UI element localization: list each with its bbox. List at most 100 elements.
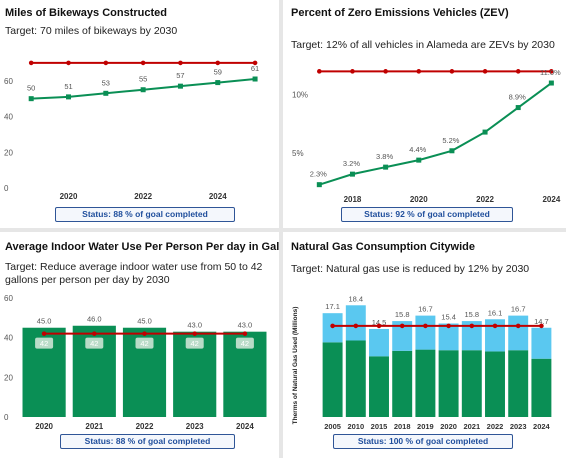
bikeways-data-point: [177, 83, 183, 89]
natural-gas-status-badge: Status: 100 % of goal completed: [333, 434, 513, 449]
natural-gas-panel: Natural Gas Consumption Citywide Target:…: [283, 232, 566, 458]
water-target-label-bg: [35, 337, 54, 349]
zev-data-point: [548, 80, 554, 86]
natural-gas-xtick-label: 2020: [440, 422, 457, 431]
natural-gas-bar-lower: [438, 350, 459, 417]
water-panel: Average Indoor Water Use Per Person Per …: [0, 232, 279, 458]
zev-ytick-label: 10%: [292, 91, 308, 100]
water-data-label: 45.0: [37, 317, 52, 326]
zev-target-marker: [549, 69, 554, 74]
zev-xtick-label: 2018: [344, 195, 362, 204]
zev-panel: Percent of Zero Emissions Vehicles (ZEV)…: [283, 0, 566, 228]
bikeways-target-marker: [103, 60, 109, 66]
water-xtick-label: 2023: [186, 422, 204, 431]
natural-gas-label-bg: [508, 303, 529, 314]
natural-gas-target-marker: [423, 323, 428, 329]
bikeways-data-point: [252, 76, 258, 82]
bikeways-ytick-label: 60: [4, 77, 13, 86]
bikeways-data-point: [140, 87, 146, 93]
natural-gas-bar-upper: [485, 319, 505, 352]
zev-target-marker: [515, 69, 521, 74]
water-target-label-bg: [85, 337, 104, 349]
water-target-marker: [92, 331, 97, 336]
zev-target-text: Target: 12% of all vehicles in Alameda a…: [291, 39, 555, 51]
natural-gas-label-bg: [438, 311, 459, 322]
zev-data-label: 3.2%: [343, 159, 360, 168]
natural-gas-xtick-label: 2018: [394, 422, 411, 431]
natural-gas-label-bg: [531, 315, 552, 326]
bikeways-target-marker: [140, 60, 146, 66]
zev-target-marker: [317, 69, 322, 74]
bikeways-ytick-label: 0: [4, 184, 9, 193]
natural-gas-xtick-label: 2024: [533, 422, 551, 431]
water-status-badge: Status: 88 % of goal completed: [60, 434, 235, 449]
water-xtick-label: 2022: [136, 422, 154, 431]
water-ytick-label: 20: [4, 373, 13, 382]
natural-gas-xtick-label: 2010: [347, 422, 364, 431]
natural-gas-title: Natural Gas Consumption Citywide: [291, 241, 475, 253]
natural-gas-xtick-label: 2021: [463, 422, 480, 431]
zev-chart: 5% 10% 2018 2020 2022 2024 2.3% 3.2% 3.8% 4.4% 5.2…: [292, 68, 561, 204]
zev-target-marker: [482, 69, 488, 74]
zev-data-label: 5.2%: [442, 136, 459, 145]
bikeways-data-label: 53: [102, 78, 110, 87]
bikeways-panel: Miles of Bikeways Constructed Target: 70…: [0, 0, 279, 228]
water-target-marker: [41, 331, 47, 336]
natural-gas-bar-lower: [369, 356, 389, 417]
water-target-label: 42: [40, 339, 48, 348]
bikeways-title: Miles of Bikeways Constructed: [5, 7, 167, 19]
natural-gas-target-marker: [492, 323, 498, 329]
bikeways-target-marker: [252, 60, 258, 66]
natural-gas-bar-lower: [485, 351, 505, 417]
natural-gas-xtick-label: 2022: [487, 422, 504, 431]
natural-gas-target-marker: [376, 323, 382, 329]
water-target-marker: [192, 331, 197, 336]
bikeways-xtick-label: 2020: [60, 192, 78, 201]
zev-target-marker: [416, 69, 422, 74]
zev-target-marker: [383, 69, 388, 74]
natural-gas-xtick-label: 2019: [417, 422, 434, 431]
zev-data-point: [515, 105, 521, 111]
zev-data-point: [482, 129, 488, 135]
water-ytick-label: 60: [4, 294, 13, 303]
zev-data-point: [449, 148, 455, 154]
bikeways-target-marker: [178, 60, 183, 66]
zev-data-label: 8.9%: [509, 93, 526, 102]
natural-gas-data-label: 17.1: [325, 302, 340, 311]
natural-gas-chart: Therms of Natural Gas Used (Millions) 17.…: [292, 293, 552, 431]
natural-gas-bar-upper: [531, 327, 552, 359]
natural-gas-data-label: 15.8: [395, 310, 410, 319]
natural-gas-label-bg: [392, 309, 413, 320]
water-target-label: 42: [90, 339, 98, 348]
water-target-marker: [242, 331, 248, 336]
bikeways-status-badge: Status: 88 % of goal completed: [55, 207, 235, 222]
water-xtick-label: 2021: [85, 422, 103, 431]
water-data-label: 43.0: [238, 321, 253, 330]
natural-gas-bar-lower: [322, 342, 343, 417]
water-target-label: 42: [140, 339, 148, 348]
bikeways-data-label: 61: [251, 64, 259, 73]
bikeways-data-label: 55: [139, 75, 147, 84]
water-ytick-label: 0: [4, 413, 9, 422]
zev-data-point: [349, 171, 355, 177]
water-xtick-label: 2024: [236, 422, 254, 431]
water-target-marker: [142, 331, 147, 336]
zev-data-point: [383, 164, 389, 170]
natural-gas-data-label: 18.4: [348, 294, 363, 303]
water-ytick-label: 40: [4, 334, 13, 343]
zev-data-point: [316, 182, 322, 188]
natural-gas-bar-upper: [369, 328, 389, 357]
zev-ytick-label: 5%: [292, 149, 304, 158]
natural-gas-bar-upper: [438, 323, 459, 351]
zev-series-line: [319, 82, 552, 186]
bikeways-data-label: 50: [27, 84, 35, 93]
water-target-label: 42: [241, 339, 249, 348]
natural-gas-bar-lower: [392, 350, 413, 417]
zev-target-marker: [449, 69, 455, 74]
natural-gas-xtick-label: 2015: [371, 422, 388, 431]
natural-gas-label-bg: [322, 301, 343, 312]
bikeways-xtick-label: 2024: [209, 192, 227, 201]
bikeways-xtick-label: 2022: [134, 192, 152, 201]
zev-data-label: 4.4%: [409, 145, 426, 154]
natural-gas-label-bg: [461, 309, 482, 320]
